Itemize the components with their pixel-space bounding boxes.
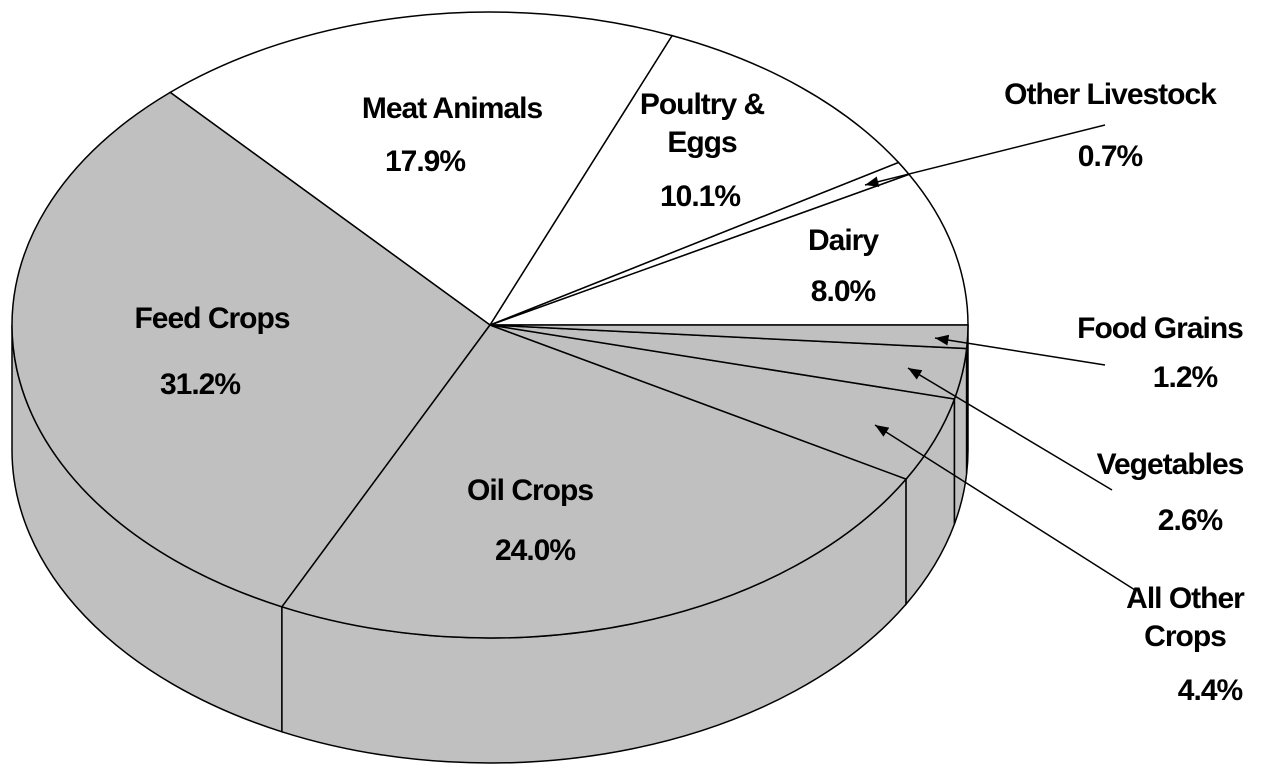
value-label: 4.4% xyxy=(1177,674,1243,707)
slice-label: Dairy xyxy=(807,224,879,257)
slice-label: Meat Animals xyxy=(361,92,543,125)
leader-line xyxy=(874,424,1136,591)
slice xyxy=(280,324,908,639)
value-label: 24.0% xyxy=(494,534,576,567)
slice-label: All Other Crops xyxy=(1126,582,1245,653)
slice-label: Vegetables xyxy=(1096,448,1245,481)
slice-label: Poultry & Eggs xyxy=(639,88,765,159)
leader-line xyxy=(864,124,1106,187)
value-label: 10.1% xyxy=(659,180,741,213)
slice xyxy=(488,34,900,327)
leader-line xyxy=(934,334,1106,366)
slice xyxy=(489,324,969,350)
slice xyxy=(11,91,492,608)
value-label: 31.2% xyxy=(159,368,241,401)
slice-label: Feed Crops xyxy=(134,302,290,335)
leader-line xyxy=(907,367,1113,491)
slice-label: Food Grains xyxy=(1077,312,1244,345)
value-label: 1.2% xyxy=(1152,361,1218,394)
value-label: 0.7% xyxy=(1077,140,1143,173)
slice xyxy=(489,173,969,326)
value-label: 2.6% xyxy=(1157,504,1223,537)
slice-label: Other Livestock xyxy=(1004,78,1217,111)
value-label: 8.0% xyxy=(810,275,876,308)
slice-label: Oil Crops xyxy=(466,474,594,507)
value-label: 17.9% xyxy=(384,145,466,178)
slice xyxy=(168,11,674,327)
